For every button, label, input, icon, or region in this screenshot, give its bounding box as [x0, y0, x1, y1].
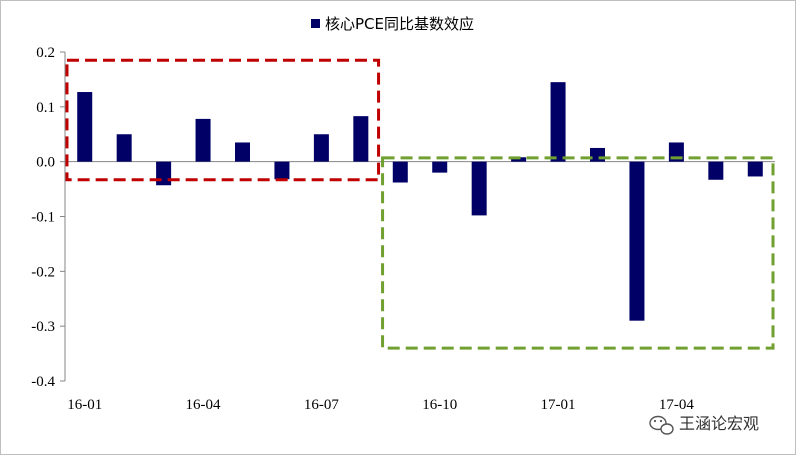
x-axis: 16-01 16-04 16-07 16-10 17-01 17-04: [65, 161, 775, 413]
bar-16-08: [353, 116, 369, 162]
bar-16-05: [235, 142, 250, 162]
y-tick-label: -0.3: [31, 319, 55, 335]
annotation-box-2: [381, 156, 775, 350]
watermark: 王涵论宏观: [649, 414, 759, 435]
bar-16-04: [195, 118, 211, 162]
bar-16-06: [274, 161, 290, 180]
x-tick-label: 16-10: [422, 397, 457, 413]
y-tick-label: 0.0: [36, 155, 55, 171]
y-tick-label: 0.2: [36, 45, 55, 61]
legend-swatch: [311, 19, 320, 28]
watermark-text: 王涵论宏观: [679, 414, 759, 433]
annotation-box-1: [65, 58, 381, 182]
wechat-icon: [649, 415, 674, 435]
y-axis: 0.2 0.1 0.0 -0.1 -0.2 -0.3 -0.4: [31, 45, 66, 390]
bar-17-03: [629, 161, 645, 321]
bar-16-02: [116, 134, 132, 162]
x-tick-label: 16-07: [304, 397, 339, 413]
x-tick-label: 17-04: [659, 397, 694, 413]
bar-16-07: [313, 134, 329, 162]
bar-16-01: [77, 92, 93, 162]
bar-16-03: [156, 161, 172, 186]
x-tick-label: 16-01: [67, 397, 102, 413]
x-tick-label: 16-04: [186, 397, 221, 413]
bars: [77, 82, 763, 321]
bar-17-05: [708, 161, 724, 180]
y-tick-label: -0.1: [31, 210, 55, 226]
legend-label: 核心PCE同比基数效应: [325, 15, 474, 33]
y-tick-label: 0.1: [36, 100, 55, 116]
bar-16-10: [432, 161, 448, 173]
bar-16-11: [471, 161, 487, 216]
legend: 核心PCE同比基数效应: [311, 15, 474, 33]
bar-17-06: [747, 161, 763, 177]
bar-17-02: [590, 147, 605, 162]
bar-16-09: [392, 161, 408, 183]
y-tick-label: -0.2: [31, 264, 55, 280]
y-tick-label: -0.4: [31, 374, 55, 390]
x-tick-label: 17-01: [541, 397, 576, 413]
bar-16-12: [511, 157, 527, 162]
annotation-boxes: [65, 58, 775, 350]
bar-17-01: [550, 82, 566, 162]
